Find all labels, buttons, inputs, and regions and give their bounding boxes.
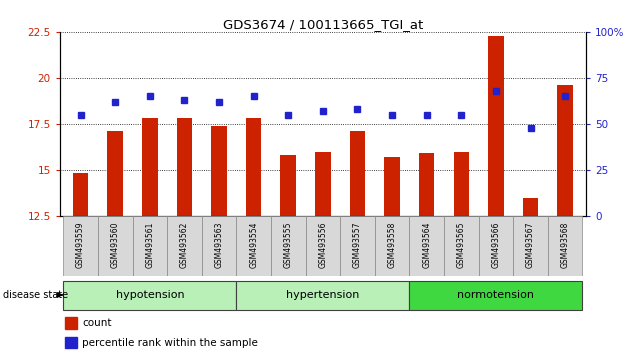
Text: GSM493565: GSM493565 bbox=[457, 222, 466, 268]
Text: percentile rank within the sample: percentile rank within the sample bbox=[82, 337, 258, 348]
Bar bbox=[65, 318, 77, 329]
Text: GSM493555: GSM493555 bbox=[284, 222, 293, 268]
Bar bbox=[444, 216, 479, 276]
Text: GSM493557: GSM493557 bbox=[353, 222, 362, 268]
Bar bbox=[479, 216, 513, 276]
Bar bbox=[350, 131, 365, 216]
Bar bbox=[211, 126, 227, 216]
Text: hypotension: hypotension bbox=[115, 290, 184, 300]
Bar bbox=[98, 216, 132, 276]
Bar bbox=[419, 153, 435, 216]
Bar bbox=[340, 216, 375, 276]
Bar bbox=[63, 216, 98, 276]
Text: GSM493562: GSM493562 bbox=[180, 222, 189, 268]
Bar bbox=[202, 216, 236, 276]
Bar bbox=[410, 216, 444, 276]
Bar bbox=[176, 118, 192, 216]
Text: disease state: disease state bbox=[3, 290, 68, 300]
Text: count: count bbox=[82, 318, 112, 328]
Text: GSM493568: GSM493568 bbox=[561, 222, 570, 268]
Bar bbox=[142, 118, 158, 216]
Bar bbox=[246, 118, 261, 216]
Text: GSM493563: GSM493563 bbox=[215, 222, 224, 268]
Text: GSM493559: GSM493559 bbox=[76, 222, 85, 268]
Bar bbox=[271, 216, 306, 276]
Text: GSM493566: GSM493566 bbox=[491, 222, 500, 268]
Bar bbox=[454, 152, 469, 216]
Bar bbox=[132, 216, 167, 276]
Bar bbox=[63, 281, 236, 310]
Bar bbox=[548, 216, 583, 276]
Text: GSM493556: GSM493556 bbox=[318, 222, 328, 268]
Bar bbox=[306, 216, 340, 276]
Text: normotension: normotension bbox=[457, 290, 534, 300]
Text: GSM493564: GSM493564 bbox=[422, 222, 431, 268]
Bar bbox=[513, 216, 548, 276]
Bar bbox=[315, 153, 331, 216]
Bar bbox=[558, 85, 573, 216]
Bar bbox=[236, 216, 271, 276]
Text: GSM493561: GSM493561 bbox=[146, 222, 154, 268]
Bar bbox=[65, 337, 77, 348]
Text: hypertension: hypertension bbox=[286, 290, 360, 300]
Text: GSM493567: GSM493567 bbox=[526, 222, 535, 268]
Bar bbox=[236, 281, 410, 310]
Bar bbox=[375, 216, 410, 276]
Bar bbox=[280, 155, 296, 216]
Bar bbox=[108, 131, 123, 216]
Bar bbox=[488, 35, 504, 216]
Bar bbox=[523, 198, 538, 216]
Text: GSM493560: GSM493560 bbox=[111, 222, 120, 268]
Bar bbox=[167, 216, 202, 276]
Text: GSM493558: GSM493558 bbox=[387, 222, 397, 268]
Bar bbox=[384, 157, 400, 216]
Bar bbox=[73, 173, 88, 216]
Text: GSM493554: GSM493554 bbox=[249, 222, 258, 268]
Title: GDS3674 / 100113665_TGI_at: GDS3674 / 100113665_TGI_at bbox=[223, 18, 423, 31]
Bar bbox=[410, 281, 583, 310]
